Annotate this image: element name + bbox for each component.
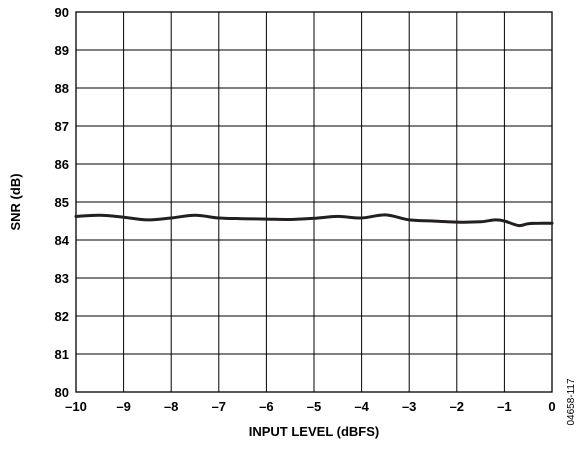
y-axis-title: SNR (dB) xyxy=(8,173,23,230)
x-tick-labels: –10 –9 –8 –7 –6 –5 –4 –3 –2 –1 0 xyxy=(65,399,555,414)
y-tick-label: 88 xyxy=(55,81,69,96)
y-tick-label: 82 xyxy=(55,309,69,324)
y-tick-label: 86 xyxy=(55,157,69,172)
y-tick-label: 87 xyxy=(55,119,69,134)
x-tick-label: 0 xyxy=(548,399,555,414)
y-tick-label: 85 xyxy=(55,195,69,210)
x-tick-label: –3 xyxy=(402,399,416,414)
plot-frame xyxy=(75,11,553,393)
x-tick-label: –10 xyxy=(65,399,87,414)
grid-lines xyxy=(76,12,552,392)
figure-id-label: 04658-117 xyxy=(566,378,577,426)
x-tick-label: –8 xyxy=(164,399,178,414)
x-tick-label: –6 xyxy=(259,399,273,414)
x-tick-label: –7 xyxy=(212,399,226,414)
x-tick-label: –2 xyxy=(450,399,464,414)
y-tick-label: 81 xyxy=(55,347,69,362)
y-tick-label: 90 xyxy=(55,5,69,20)
x-tick-label: –9 xyxy=(116,399,130,414)
x-axis-title: INPUT LEVEL (dBFS) xyxy=(249,424,379,439)
y-tick-label: 89 xyxy=(55,43,69,58)
x-tick-label: –4 xyxy=(354,399,369,414)
y-tick-label: 80 xyxy=(55,385,69,400)
y-tick-label: 84 xyxy=(55,233,70,248)
snr-series-line xyxy=(74,213,554,228)
x-tick-label: –5 xyxy=(307,399,321,414)
x-tick-label: –1 xyxy=(497,399,511,414)
y-tick-labels: 80 81 82 83 84 85 86 87 88 89 90 xyxy=(55,5,70,400)
y-tick-label: 83 xyxy=(55,271,69,286)
series-layer xyxy=(74,213,554,228)
